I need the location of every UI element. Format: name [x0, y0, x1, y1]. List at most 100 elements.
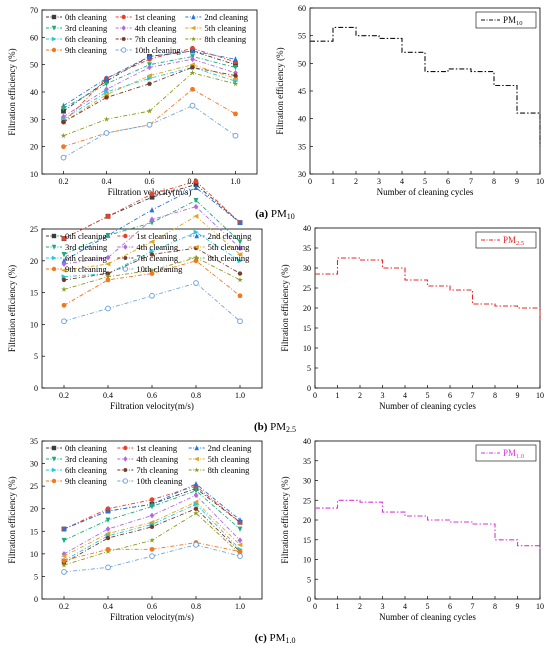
- legend-label: 6th cleaning: [65, 253, 108, 263]
- y-axis-label: Filtration efficiency (%): [280, 264, 290, 351]
- data-point: [190, 48, 195, 54]
- x-tick-label: 0.4: [103, 391, 113, 400]
- y-tick-label: 25: [303, 284, 311, 293]
- data-point: [194, 467, 200, 473]
- data-point: [149, 512, 155, 519]
- data-point: [147, 64, 152, 71]
- data-point: [147, 81, 152, 86]
- data-point: [149, 546, 155, 552]
- data-point: [149, 524, 155, 529]
- y-tick-label: 5: [34, 572, 38, 581]
- legend-entry: 8th cleaning: [185, 34, 247, 44]
- data-point: [61, 302, 67, 308]
- data-point: [51, 478, 57, 484]
- data-point: [51, 233, 57, 239]
- data-point: [121, 14, 126, 20]
- data-point: [233, 111, 238, 117]
- caption-sub: 10: [286, 212, 295, 221]
- legend-label: 6th cleaning: [65, 465, 108, 475]
- step-line: [310, 26, 541, 147]
- legend-label-sub: 1.0: [516, 453, 524, 460]
- legend-label: 10th cleaning: [135, 45, 182, 55]
- data-point: [147, 53, 152, 59]
- data-point: [120, 47, 127, 53]
- legend: 0th cleaning 1st cleaning 2nd cleaning 3rd …: [46, 443, 252, 486]
- legend: PM1.0: [475, 444, 537, 462]
- data-point: [104, 89, 110, 95]
- data-point: [61, 257, 67, 264]
- y-tick-label: 35: [303, 244, 311, 253]
- data-point: [61, 526, 67, 532]
- x-axis-label: Filtration velocity(m/s): [110, 401, 194, 411]
- legend-label: 3rd cleaning: [65, 242, 108, 252]
- y-tick-label: 5: [307, 575, 311, 584]
- legend-label: 4th cleaning: [135, 23, 178, 33]
- y-tick-label: 70: [30, 6, 38, 15]
- data-point: [237, 526, 243, 532]
- x-tick-label: 1.0: [231, 177, 241, 186]
- data-point: [121, 25, 126, 31]
- data-point: [149, 194, 155, 200]
- data-point: [146, 121, 153, 128]
- series-line: [63, 501, 241, 557]
- caption-b: (b) PM2.5: [0, 421, 550, 434]
- data-point: [190, 36, 196, 42]
- x-tick-label: 8: [493, 391, 497, 400]
- data-point: [51, 25, 57, 31]
- x-tick-label: 2: [354, 177, 358, 186]
- data-point: [61, 267, 67, 273]
- data-point: [105, 526, 111, 532]
- data-point: [237, 219, 243, 226]
- legend-entry: 4th cleaning: [117, 454, 179, 464]
- x-tick-label: 0.8: [191, 391, 201, 400]
- series-line: [63, 72, 236, 137]
- x-tick-label: 0.6: [145, 177, 155, 186]
- y-tick-label: 55: [298, 32, 306, 41]
- data-point: [233, 73, 238, 78]
- data-point: [149, 191, 155, 197]
- x-tick-label: 5: [423, 177, 427, 186]
- chart-a-left: 10 20 30 40 50 60 70 0.2 0.4 0.6 0.8 1.0 Filtration …: [7, 6, 258, 197]
- data-point: [123, 233, 128, 239]
- series-step: [315, 257, 541, 322]
- legend-label: 4th cleaning: [136, 242, 179, 252]
- data-point: [61, 537, 67, 544]
- series-10th-cleaning: [60, 102, 239, 161]
- data-point: [146, 108, 153, 114]
- x-tick-label: 0.2: [59, 391, 69, 400]
- data-point: [237, 239, 243, 245]
- legend-label: 0th cleaning: [65, 12, 108, 22]
- legend-entry: 7th cleaning: [117, 465, 179, 475]
- chart-c-left: 0 5 10 15 20 25 30 35 0.2 0.4 0.6 0.8 1.0 Filtration …: [7, 437, 263, 622]
- data-point: [237, 549, 243, 554]
- data-point: [194, 255, 200, 261]
- legend-entry: 3rd cleaning: [46, 454, 108, 464]
- legend-label: 1st cleaning: [135, 12, 177, 22]
- legend-entry: 2nd cleaning: [188, 231, 252, 241]
- data-point: [105, 254, 111, 261]
- x-tick-label: 5: [426, 391, 430, 400]
- legend-entry: 7th cleaning: [117, 253, 179, 263]
- x-tick-label: 4: [403, 602, 407, 611]
- x-tick-label: 9: [515, 177, 519, 186]
- legend-box: [475, 231, 537, 249]
- data-point: [193, 178, 199, 184]
- x-tick-label: 1: [331, 177, 335, 186]
- data-point: [61, 562, 67, 568]
- data-point: [123, 445, 128, 451]
- x-tick-label: 0: [313, 602, 317, 611]
- data-point: [104, 81, 109, 87]
- legend-entry: 4th cleaning: [117, 242, 179, 252]
- legend-entry: 1st cleaning: [117, 443, 178, 453]
- x-tick-label: 1.0: [235, 391, 245, 400]
- data-point: [149, 497, 155, 503]
- data-point: [193, 258, 199, 264]
- series-9th-cleaning: [61, 86, 238, 150]
- legend-entry: 9th cleaning: [46, 45, 108, 55]
- legend-entry: 2nd cleaning: [188, 443, 252, 453]
- series-10th-cleaning: [61, 541, 243, 575]
- data-point: [103, 130, 110, 136]
- data-point: [237, 276, 243, 283]
- y-axis-label: Filtration efficiency (%): [7, 476, 17, 563]
- y-tick-label: 30: [303, 477, 311, 486]
